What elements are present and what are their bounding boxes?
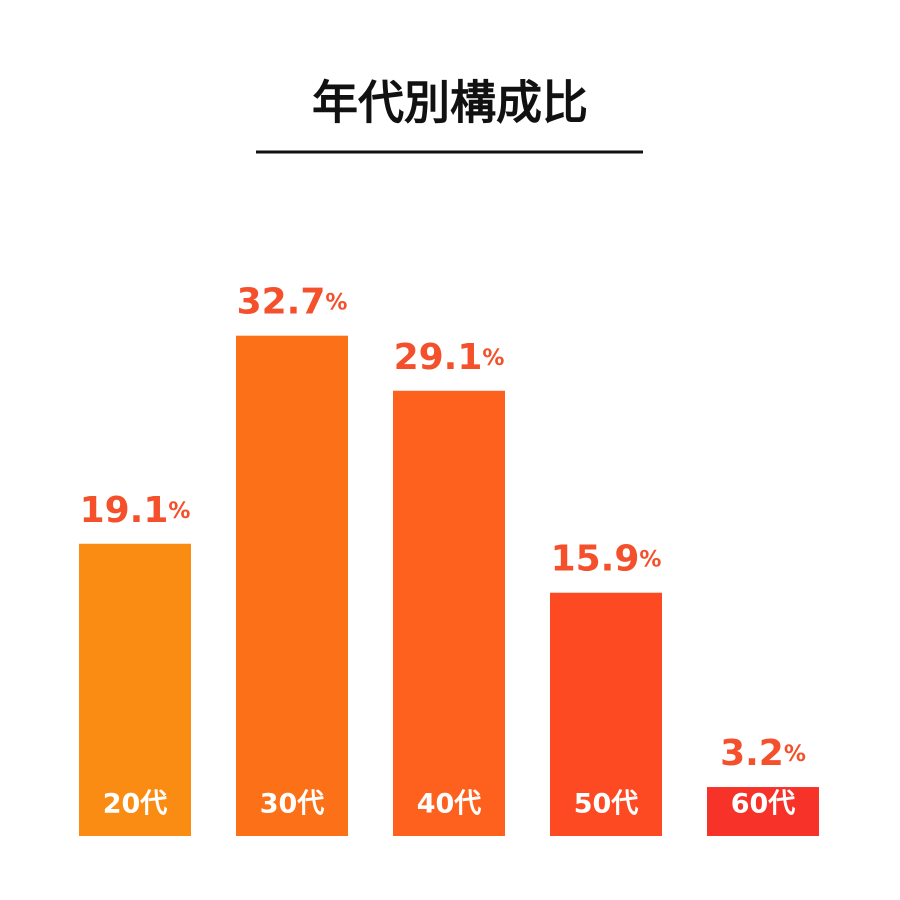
bar [236, 335, 348, 836]
category-label: 60代 [731, 789, 796, 820]
category-label: 20代 [103, 789, 168, 820]
chart-title: 年代別構成比 [312, 76, 588, 130]
value-label: 3.2% [720, 733, 806, 774]
category-label: 40代 [417, 789, 482, 820]
bar [393, 390, 505, 836]
bar [550, 592, 662, 836]
bar [79, 543, 191, 836]
value-label: 32.7% [237, 282, 348, 323]
value-label: 29.1% [394, 337, 505, 378]
value-label: 15.9% [551, 539, 662, 580]
bar [707, 787, 819, 836]
value-label: 19.1% [80, 490, 191, 531]
category-label: 30代 [260, 789, 325, 820]
category-label: 50代 [574, 789, 639, 820]
